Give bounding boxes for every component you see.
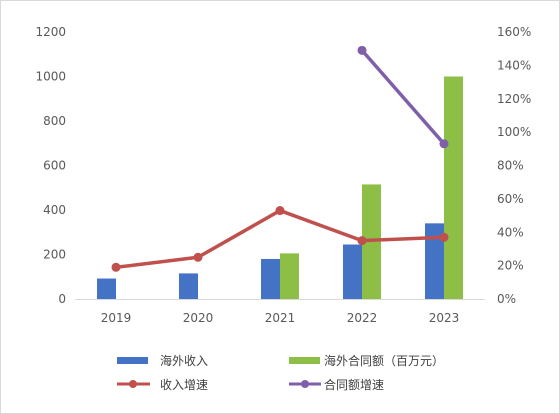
bar-series: [97, 76, 463, 299]
legend-item-contract-growth: 合同额增速: [289, 377, 384, 392]
right-axis-tick-label: 140%: [497, 58, 531, 72]
legend: 海外收入 海外合同额（百万元） 收入增速 合同额增速: [117, 353, 444, 392]
legend-item-revenue-growth: 收入增速: [117, 378, 208, 392]
right-axis-tick-label: 120%: [497, 92, 531, 106]
line-series: [111, 45, 449, 272]
point-revenue-growth: [111, 262, 121, 272]
point-revenue-growth: [275, 206, 285, 216]
legend-marker-revenue-growth: [129, 380, 137, 388]
x-axis-tick-label: 2020: [183, 311, 214, 325]
right-axis-tick-label: 20%: [497, 259, 524, 273]
x-axis-tick-label: 2021: [265, 311, 296, 325]
left-axis-tick-label: 400: [43, 203, 66, 217]
left-axis-tick-label: 1000: [35, 70, 66, 84]
bar-overseas-revenue: [179, 273, 198, 299]
x-axis-tick-label: 2022: [347, 311, 378, 325]
right-axis: 0% 20% 40% 60% 80% 100% 120% 140% 160%: [497, 25, 531, 306]
right-axis-tick-label: 40%: [497, 225, 524, 239]
point-contract-growth: [439, 139, 449, 149]
right-axis-tick-label: 100%: [497, 125, 531, 139]
bar-overseas-revenue: [425, 223, 444, 299]
bar-overseas-contract: [444, 76, 463, 299]
x-axis-tick-label: 2019: [101, 311, 132, 325]
left-axis-tick-label: 1200: [35, 25, 66, 39]
legend-marker-contract-growth: [301, 380, 309, 388]
point-revenue-growth: [439, 232, 449, 242]
left-axis-tick-label: 600: [43, 159, 66, 173]
legend-item-overseas-revenue: 海外收入: [117, 353, 208, 368]
legend-swatch-overseas-revenue: [117, 357, 148, 364]
point-revenue-growth: [357, 236, 367, 246]
legend-item-overseas-contract: 海外合同额（百万元）: [289, 353, 444, 368]
point-revenue-growth: [193, 252, 203, 262]
legend-label-overseas-contract: 海外合同额（百万元）: [324, 353, 444, 368]
right-axis-tick-label: 80%: [497, 159, 524, 173]
x-axis-tick-label: 2023: [429, 311, 460, 325]
bar-overseas-revenue: [97, 278, 116, 299]
left-axis-tick-label: 0: [58, 292, 66, 306]
line-contract-growth: [360, 49, 446, 145]
legend-label-overseas-revenue: 海外收入: [160, 353, 208, 368]
left-axis: 0 200 400 600 800 1000 1200: [35, 25, 66, 306]
point-contract-growth: [357, 45, 367, 55]
legend-swatch-overseas-contract: [289, 357, 320, 364]
bar-overseas-revenue: [261, 258, 280, 299]
left-axis-tick-label: 800: [43, 114, 66, 128]
legend-label-revenue-growth: 收入增速: [160, 378, 208, 392]
right-axis-tick-label: 60%: [497, 192, 524, 206]
right-axis-tick-label: 160%: [497, 25, 531, 39]
left-axis-tick-label: 200: [43, 248, 66, 262]
legend-label-contract-growth: 合同额增速: [324, 377, 384, 392]
x-axis: 2019 2020 2021 2022 2023: [75, 299, 485, 325]
bar-overseas-revenue: [343, 244, 362, 299]
right-axis-tick-label: 0%: [497, 292, 516, 306]
bar-overseas-contract: [280, 253, 299, 299]
